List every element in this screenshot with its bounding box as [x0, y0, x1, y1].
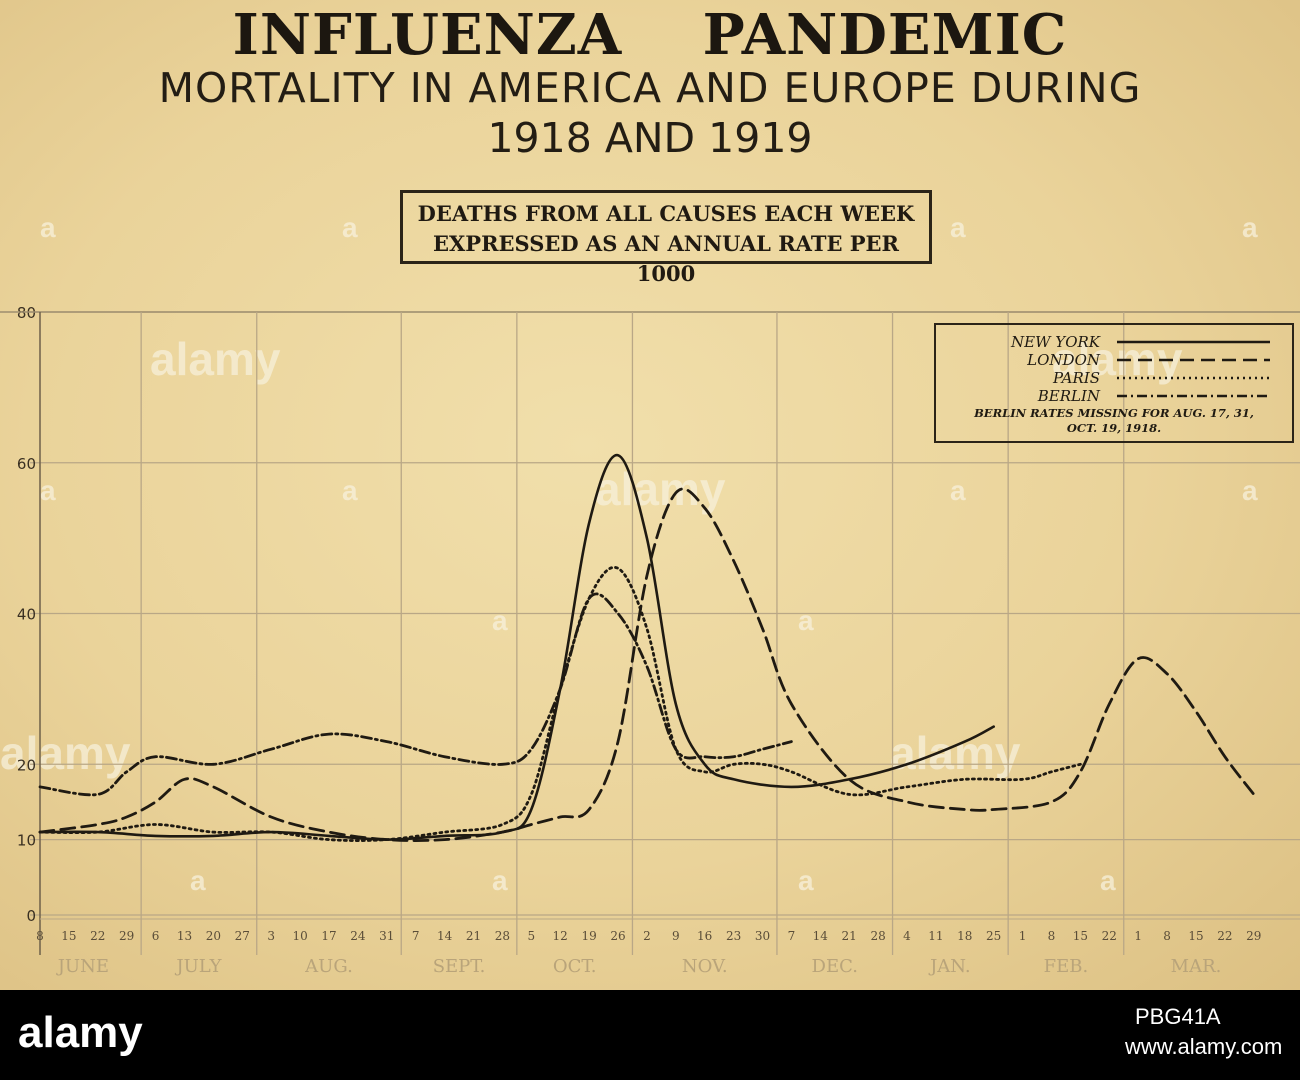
month-label: OCT. — [553, 956, 597, 977]
x-tick-label: 14 — [437, 929, 453, 943]
x-tick-label: 26 — [610, 929, 625, 943]
units-note-box: DEATHS FROM ALL CAUSES EACH WEEK EXPRESS… — [400, 190, 932, 286]
x-tick-label: 1 — [1134, 929, 1142, 943]
month-label: JULY — [174, 956, 222, 977]
month-label: FEB. — [1044, 956, 1089, 977]
y-tick-label: 20 — [17, 756, 36, 774]
x-tick-label: 6 — [152, 929, 160, 943]
x-tick-label: 7 — [412, 929, 420, 943]
legend-box — [934, 323, 1294, 443]
y-tick-label: 10 — [17, 832, 36, 850]
x-tick-label: 8 — [1163, 929, 1171, 943]
x-tick-label: 22 — [1217, 929, 1232, 943]
x-tick-label: 11 — [928, 929, 943, 943]
legend-label: NEW YORK — [1010, 333, 1101, 351]
chart-title: INFLUENZA PANDEMIC — [232, 2, 1068, 68]
watermark-small: a — [492, 605, 508, 636]
x-tick-label: 15 — [1073, 929, 1088, 943]
chart-svg: 0 10 20 40 60 80 JUNE JULY AUG. SEPT. OCT. NOV. DEC.… — [0, 304, 1300, 977]
watermark-large: alamy — [890, 727, 1021, 779]
series-line-new-york — [38, 453, 995, 841]
chart-years: 1918 AND 1919 — [487, 114, 813, 162]
watermark-small: a — [1100, 865, 1116, 896]
watermark-small: a — [1242, 212, 1258, 243]
x-tick-label: 8 — [1048, 929, 1056, 943]
watermark-large: alamy — [0, 727, 131, 779]
x-tick-label: 5 — [527, 929, 535, 943]
x-tick-label: 9 — [672, 929, 680, 943]
y-tick-label: 60 — [17, 455, 36, 473]
footer-logo: alamy — [18, 1008, 143, 1057]
watermark-small: a — [798, 605, 814, 636]
watermark-small: a — [492, 865, 508, 896]
watermark-small: a — [40, 212, 56, 243]
x-tick-label: 16 — [697, 929, 712, 943]
x-tick-label: 10 — [292, 929, 307, 943]
month-label: SEPT. — [433, 956, 486, 977]
x-tick-label: 15 — [61, 929, 76, 943]
x-tick-label: 30 — [755, 929, 770, 943]
month-label: JAN. — [928, 956, 971, 977]
watermark-small: a — [1242, 475, 1258, 506]
y-tick-label: 0 — [26, 907, 36, 925]
x-tick-label: 12 — [553, 929, 568, 943]
legend-label: PARIS — [1052, 369, 1100, 387]
x-tick-label: 23 — [726, 929, 741, 943]
x-tick-label: 20 — [206, 929, 221, 943]
x-tick-label: 14 — [813, 929, 829, 943]
y-tick-label: 80 — [17, 304, 36, 322]
x-tick-label: 18 — [957, 929, 972, 943]
x-tick-label: 22 — [90, 929, 105, 943]
x-tick-label: 8 — [36, 929, 44, 943]
month-label: DEC. — [812, 956, 858, 977]
x-tick-label: 28 — [495, 929, 510, 943]
legend-label: LONDON — [1026, 351, 1101, 369]
watermark-large: alamy — [150, 333, 281, 385]
x-tick-label: 25 — [986, 929, 1001, 943]
chart-subtitle: MORTALITY IN AMERICA AND EUROPE DURING — [158, 64, 1142, 112]
legend-note: BERLIN RATES MISSING FOR AUG. 17, 31, — [973, 406, 1254, 420]
series-line-london — [38, 487, 1256, 842]
x-tick-label: 13 — [177, 929, 192, 943]
units-note-line-2: EXPRESSED AS AN ANNUAL RATE PER 1000 — [432, 231, 900, 286]
x-tick-label: 3 — [267, 929, 275, 943]
footer-url: www.alamy.com — [1125, 1034, 1283, 1059]
month-label: NOV. — [682, 956, 728, 977]
legend-note: OCT. 19, 1918. — [1067, 421, 1161, 435]
legend-label: BERLIN — [1037, 387, 1101, 405]
x-tick-label: 29 — [119, 929, 134, 943]
watermark-small: a — [40, 475, 56, 506]
x-tick-label: 2 — [643, 929, 651, 943]
poster: INFLUENZA PANDEMIC MORTALITY IN AMERICA … — [0, 0, 1300, 990]
x-tick-label: 22 — [1102, 929, 1117, 943]
x-tick-label: 4 — [903, 929, 911, 943]
x-tick-label: 15 — [1188, 929, 1203, 943]
x-tick-label: 27 — [235, 929, 250, 943]
watermark-small: a — [342, 212, 358, 243]
units-note-line-1: DEATHS FROM ALL CAUSES EACH WEEK — [417, 201, 915, 226]
x-tick-label: 1 — [1019, 929, 1027, 943]
x-tick-label: 19 — [581, 929, 596, 943]
watermark-small: a — [342, 475, 358, 506]
footer-bar: alamy PBG41A www.alamy.com — [0, 990, 1300, 1080]
x-tick-label: 21 — [842, 929, 857, 943]
watermark-small: a — [798, 865, 814, 896]
x-tick-label: 7 — [788, 929, 796, 943]
x-tick-label: 31 — [379, 929, 394, 943]
month-label: AUG. — [304, 956, 353, 977]
watermark-small: a — [950, 475, 966, 506]
month-label: JUNE — [56, 956, 109, 977]
month-label: MAR. — [1171, 956, 1222, 977]
series-line-paris — [38, 565, 1082, 842]
x-tick-label: 21 — [466, 929, 481, 943]
y-tick-label: 40 — [17, 606, 36, 624]
x-tick-label: 17 — [321, 929, 336, 943]
footer-image-id: PBG41A — [1135, 1004, 1221, 1029]
x-tick-label: 28 — [870, 929, 885, 943]
x-tick-label: 24 — [350, 929, 366, 943]
series-line-berlin — [38, 592, 793, 797]
x-tick-label: 29 — [1246, 929, 1261, 943]
watermark-small: a — [190, 865, 206, 896]
watermark-small: a — [950, 212, 966, 243]
